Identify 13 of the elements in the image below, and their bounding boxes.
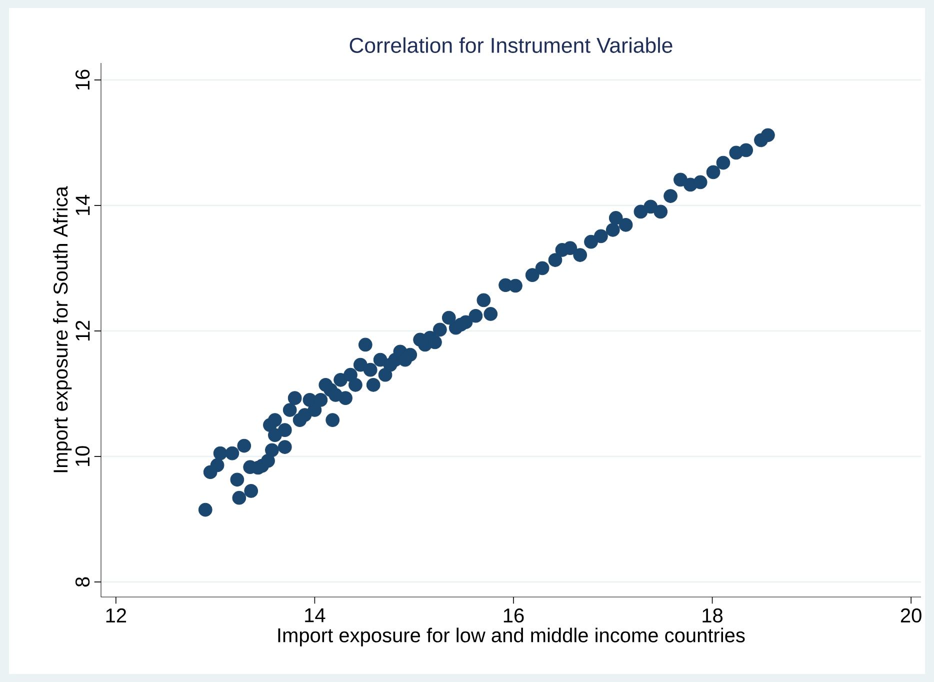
x-tick-label: 20 [900,608,922,623]
y-tick-label: 10 [75,446,90,466]
y-tick-label: 12 [76,320,90,341]
y-axis-title: Import exposure for South Africa [53,186,72,472]
x-tick-label: 18 [702,608,723,623]
y-tick-label: 14 [76,194,90,216]
x-axis-title: Import exposure for low and middle income countries [278,628,745,646]
y-tick-label: 8 [75,577,90,587]
chart-title: Correlation for Instrument Variable [350,37,672,53]
y-tick-label: 16 [75,70,90,90]
x-tick-label: 12 [106,608,126,622]
x-tick-label: 16 [504,608,524,623]
x-tick-label: 14 [305,608,326,622]
